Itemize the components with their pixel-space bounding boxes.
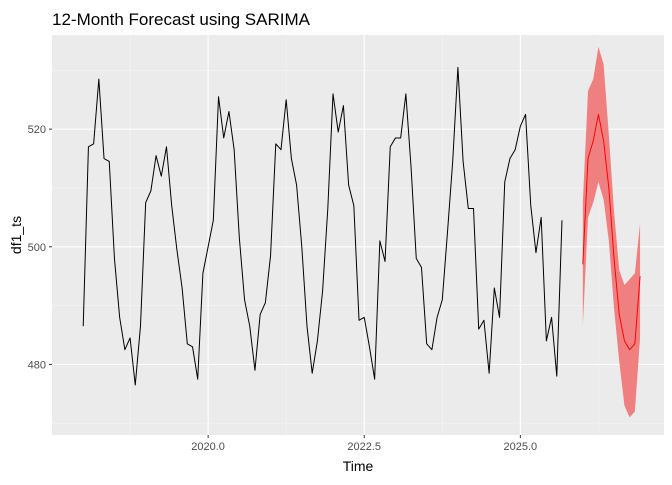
plot-panel [52, 35, 664, 435]
y-tick-label: 500 [28, 242, 46, 254]
chart-title: 12-Month Forecast using SARIMA [52, 10, 311, 29]
confidence-band-layer [582, 46, 641, 418]
x-tick-label: 2020.0 [191, 441, 225, 453]
forecast-line [582, 113, 641, 351]
x-tick-label: 2022.5 [347, 441, 381, 453]
series-lines [82, 66, 641, 386]
observed-line [82, 66, 563, 386]
x-axis-title: Time [343, 458, 374, 474]
y-axis-title: df1_ts [8, 216, 24, 254]
confidence-band [582, 46, 641, 418]
x-tick-label: 2025.0 [504, 441, 538, 453]
y-tick-label: 480 [28, 359, 46, 371]
y-tick-label: 520 [28, 124, 46, 136]
axes: 480 500 520 2020.0 2022.5 2025.0 [28, 124, 538, 453]
